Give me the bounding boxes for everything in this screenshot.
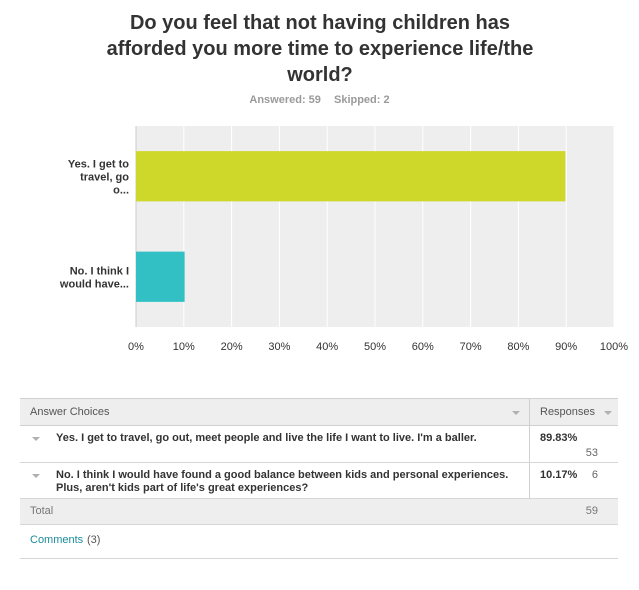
responses-header[interactable]: Responses	[540, 406, 596, 418]
answer-choices-table: Answer Choices Responses Yes. I get to t…	[20, 398, 618, 559]
answer-choice-label: Yes. I get to travel, go out, meet peopl…	[56, 432, 477, 444]
answer-choice-label: No. I think I would have found a good ba…	[56, 469, 509, 494]
comments-row: Comments (3)	[20, 525, 618, 559]
table-row: No. I think I would have found a good ba…	[20, 463, 618, 499]
total-row: Total 59	[20, 499, 618, 525]
table-row: Yes. I get to travel, go out, meet peopl…	[20, 426, 618, 463]
category-label: Yes. I get to travel, go o...	[68, 158, 129, 196]
response-count: 53	[585, 447, 598, 459]
response-percent: 10.17%	[540, 469, 578, 481]
comments-count: (3)	[87, 534, 101, 546]
bar	[136, 151, 566, 202]
x-tick-label: 10%	[173, 341, 195, 353]
total-label: Total	[30, 505, 54, 517]
x-tick-label: 40%	[316, 341, 338, 353]
x-tick-label: 30%	[268, 341, 290, 353]
column-divider	[529, 463, 530, 498]
table-header: Answer Choices Responses	[20, 398, 618, 426]
bar-chart: 0% 10% 20% 30% 40% 50% 60% 70% 80% 90% 100% Yes. I …	[59, 126, 628, 353]
question-title: Do you feel that not having children has…	[106, 12, 534, 86]
expand-caret-icon[interactable]	[32, 474, 40, 478]
x-tick-label: 60%	[412, 341, 434, 353]
x-tick-label: 80%	[507, 341, 529, 353]
response-count: 6	[591, 469, 598, 481]
skipped-count: Skipped: 2	[333, 94, 390, 106]
comments-link[interactable]: Comments	[30, 534, 84, 546]
bar	[136, 251, 185, 302]
answered-count: Answered: 59	[249, 94, 321, 106]
x-tick-label: 0%	[128, 341, 144, 353]
x-tick-label: 50%	[364, 341, 386, 353]
total-value: 59	[585, 505, 598, 517]
column-divider	[529, 426, 530, 462]
sort-caret-icon[interactable]	[512, 411, 520, 415]
response-stats: Answered: 59 Skipped: 2	[0, 94, 639, 106]
sort-caret-icon[interactable]	[604, 411, 612, 415]
x-tick-label: 90%	[555, 341, 577, 353]
x-tick-label: 100%	[600, 341, 628, 353]
expand-caret-icon[interactable]	[32, 437, 40, 441]
column-divider	[529, 399, 530, 425]
response-percent: 89.83%	[540, 432, 578, 444]
answer-choices-header[interactable]: Answer Choices	[30, 406, 110, 418]
x-tick-label: 70%	[460, 341, 482, 353]
x-tick-label: 20%	[221, 341, 243, 353]
